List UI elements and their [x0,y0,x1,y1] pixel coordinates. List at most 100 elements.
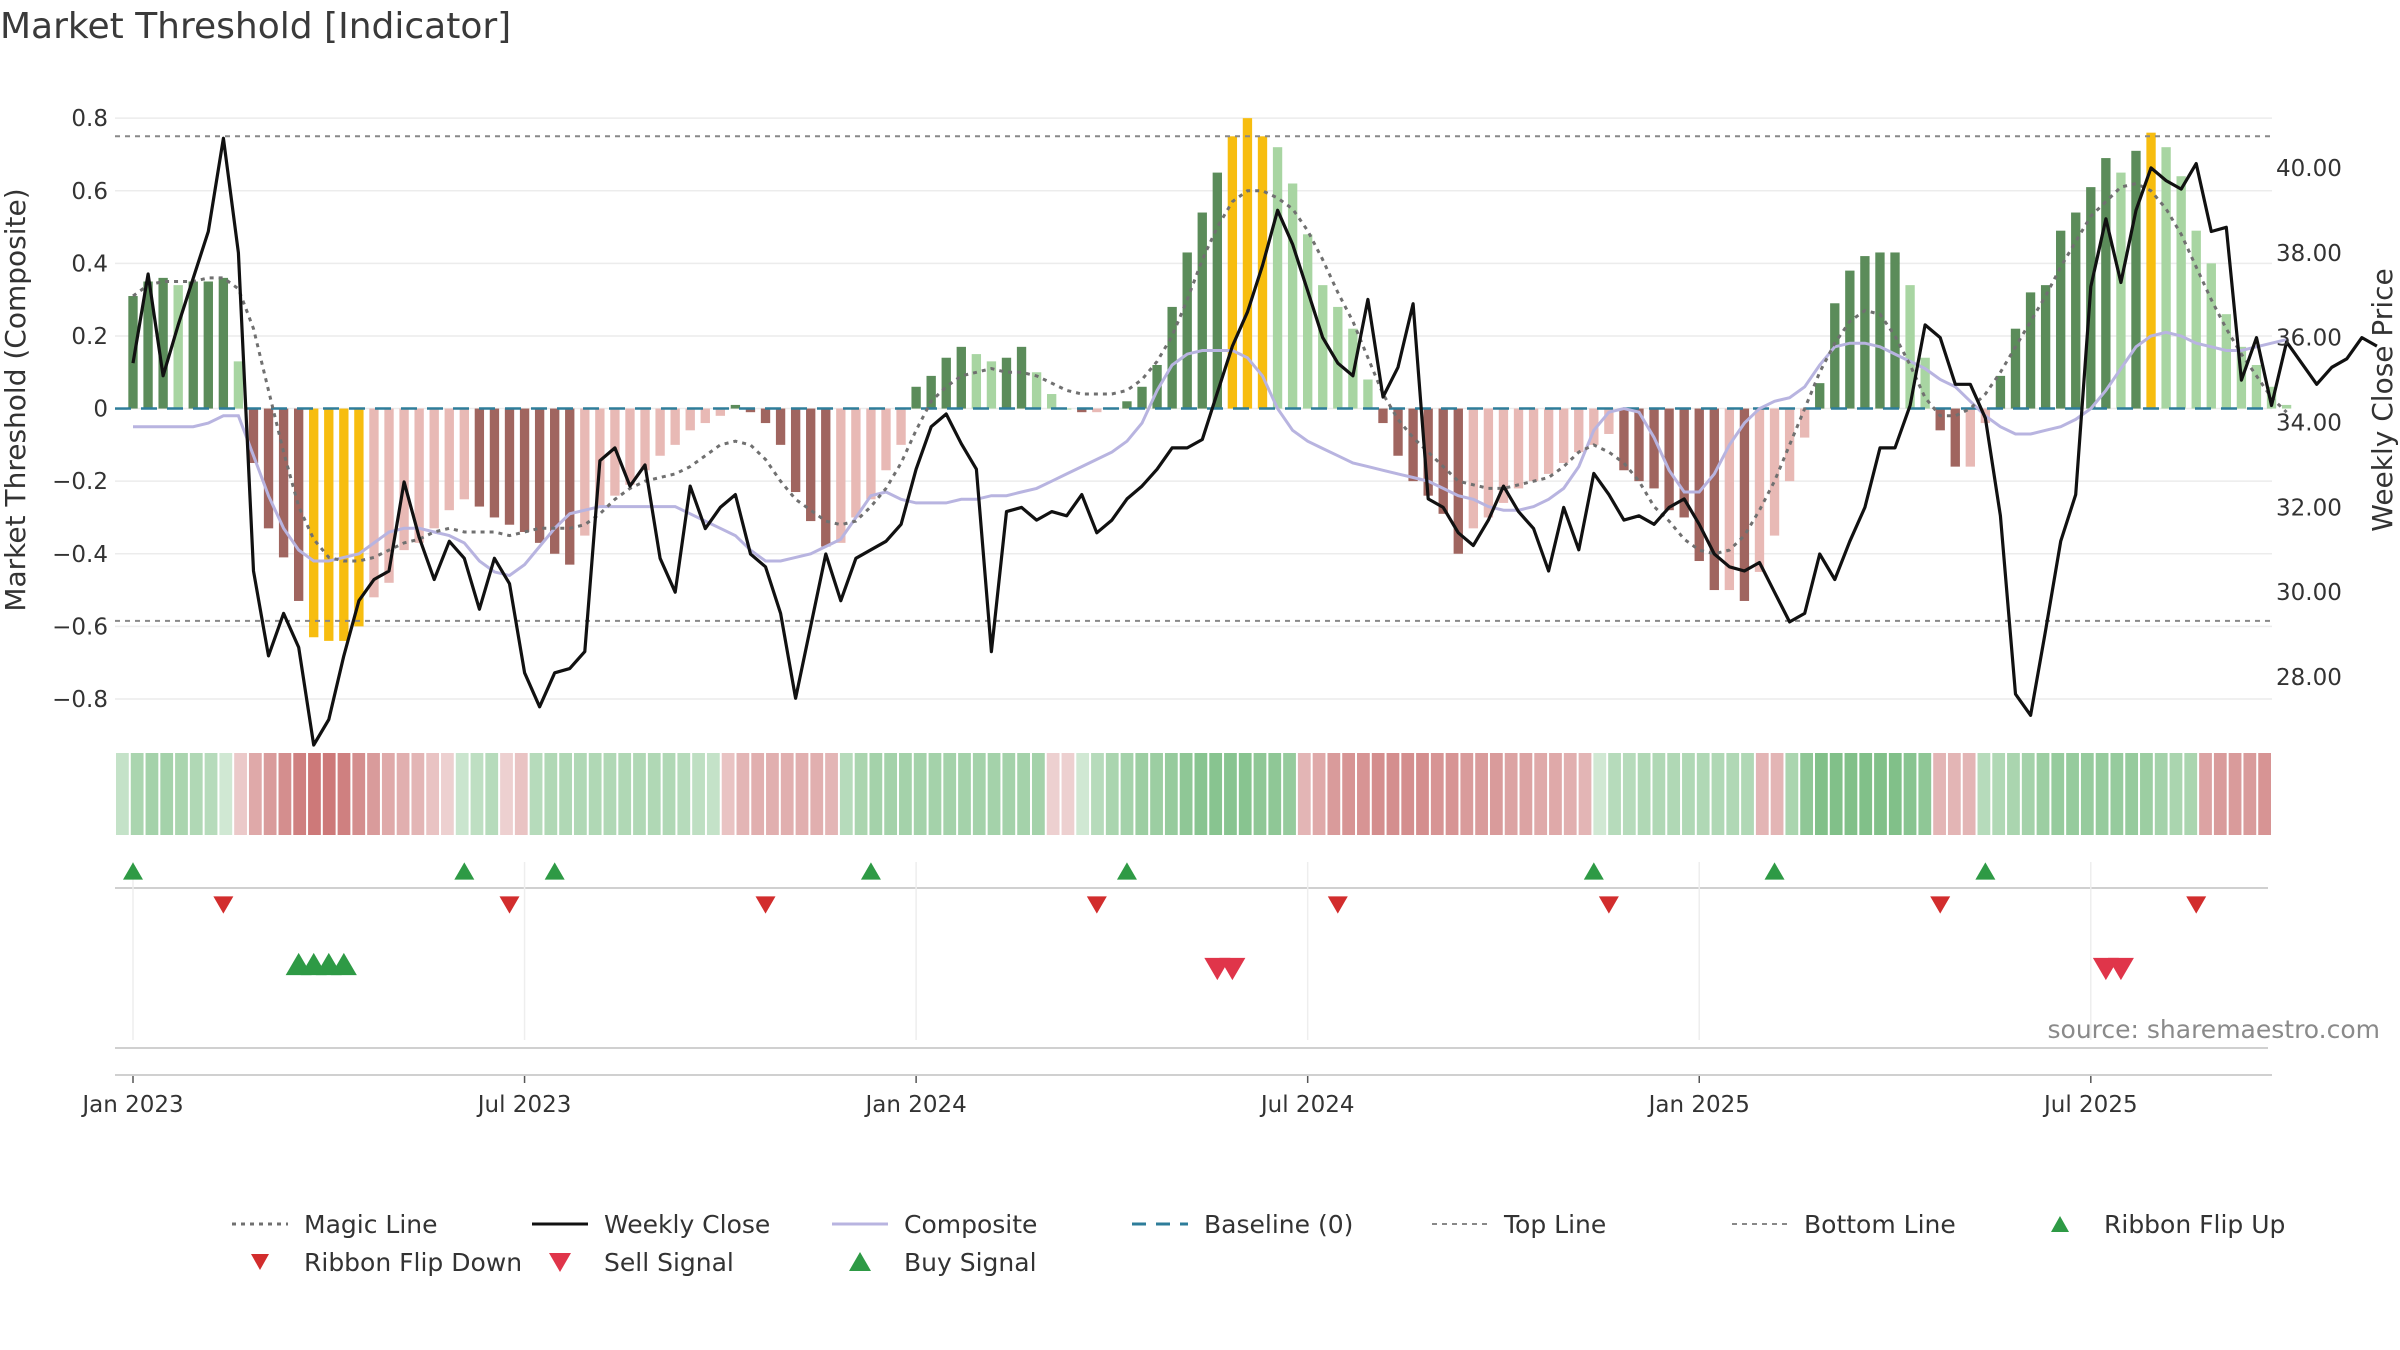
composite-bar [264,409,273,529]
composite-bar [1469,409,1478,529]
ribbon-cell [323,753,336,835]
ribbon-cell [722,753,735,835]
composite-bar [1303,234,1312,408]
x-tick-label: Jul 2024 [1259,1092,1355,1118]
composite-bar [445,409,454,511]
ribbon-cell [1963,753,1976,835]
ribbon-cell [1874,753,1887,835]
composite-bar [1710,409,1719,591]
ribbon-cell [190,753,203,835]
ribbon-cell [1076,753,1089,835]
composite-bar [1649,409,1658,489]
ribbon-flip-down-marker [2186,896,2206,913]
composite-bar [1860,256,1869,408]
legend-swatch-icon [1130,1212,1190,1236]
ribbon-cell [1446,753,1459,835]
ribbon-cell [618,753,631,835]
composite-bar [911,387,920,409]
ribbon-cell [2258,753,2271,835]
composite-bar [881,409,890,471]
legend-label: Buy Signal [904,1248,1037,1277]
composite-bar [2222,314,2231,408]
ribbon-cell [1298,753,1311,835]
y-right-tick-label: 32.00 [2276,495,2342,521]
ribbon-cell [1549,753,1562,835]
ribbon-cell [869,753,882,835]
legend-swatch-icon [530,1212,590,1236]
legend-item-top-line: Top Line [1430,1210,1730,1239]
composite-bar [1243,118,1252,408]
composite-bar [1544,409,1553,474]
y-left-tick-label: 0 [93,397,108,423]
composite-bar [204,282,213,409]
ribbon-cell [471,753,484,835]
ribbon-cell [1224,753,1237,835]
ribbon-cell [559,753,572,835]
legend-swatch-icon [1730,1212,1790,1236]
composite-bar [1514,409,1523,489]
ribbon-cell [855,753,868,835]
ribbon-flip-down-marker [1328,896,1348,913]
composite-bar [1183,252,1192,408]
ribbon-flip-down-marker [1599,896,1619,913]
composite-bar [309,409,318,638]
ribbon-cell [1387,753,1400,835]
ribbon-cell [485,753,498,835]
ribbon-cell [1416,753,1429,835]
y-left-tick-label: −0.8 [52,687,108,713]
ribbon-cell [914,753,927,835]
ribbon-cell [1505,753,1518,835]
ribbon-cell [205,753,218,835]
ribbon-cell [1815,753,1828,835]
legend-item-magic-line: Magic Line [230,1210,530,1239]
x-tick-label: Jul 2023 [476,1092,572,1118]
composite-bar [174,285,183,408]
ribbon-cell [1652,753,1665,835]
ribbon-cell [544,753,557,835]
ribbon-cell [663,753,676,835]
composite-bar [294,409,303,601]
ribbon-cell [1830,753,1843,835]
composite-bar [1439,409,1448,514]
composite-bar [2252,365,2261,409]
ribbon-cell [1623,753,1636,835]
composite-bar [475,409,484,507]
x-tick-label: Jul 2025 [2042,1092,2138,1118]
ribbon-cell [1401,753,1414,835]
composite-bar [1695,409,1704,561]
magic-line [133,184,2287,562]
legend-swatch-icon [830,1212,890,1236]
y-right-tick-label: 28.00 [2276,665,2342,691]
ribbon-cell [1904,753,1917,835]
ribbon-cell [899,753,912,835]
composite-bar [972,354,981,408]
y-left-tick-label: −0.4 [52,542,108,568]
ribbon-cell [2214,753,2227,835]
ribbon-cell [2022,753,2035,835]
ribbon-cell [810,753,823,835]
composite-bar [219,278,228,409]
ribbon-cell [825,753,838,835]
ribbon-flip-down-marker [500,896,520,913]
composite-bar [1755,409,1764,572]
ribbon-cell [530,753,543,835]
composite-bar [1951,409,1960,467]
legend-label: Ribbon Flip Up [2104,1210,2285,1239]
ribbon-cell [2081,753,2094,835]
weekly-close-line [133,138,2377,745]
ribbon-cell [1239,753,1252,835]
composite-bar [1167,307,1176,409]
ribbon-cell [2066,753,2079,835]
ribbon-cell [1283,753,1296,835]
ribbon-cell [1135,753,1148,835]
composite-bar [2207,263,2216,408]
composite-bar [2026,292,2035,408]
composite-bar [1137,387,1146,409]
ribbon-cell [604,753,617,835]
composite-line [133,332,2287,575]
ribbon-cell [1579,753,1592,835]
composite-bar [1996,376,2005,409]
ribbon-cell [973,753,986,835]
ribbon-cell [397,753,410,835]
source-note: source: sharemaestro.com [2048,1015,2381,1044]
